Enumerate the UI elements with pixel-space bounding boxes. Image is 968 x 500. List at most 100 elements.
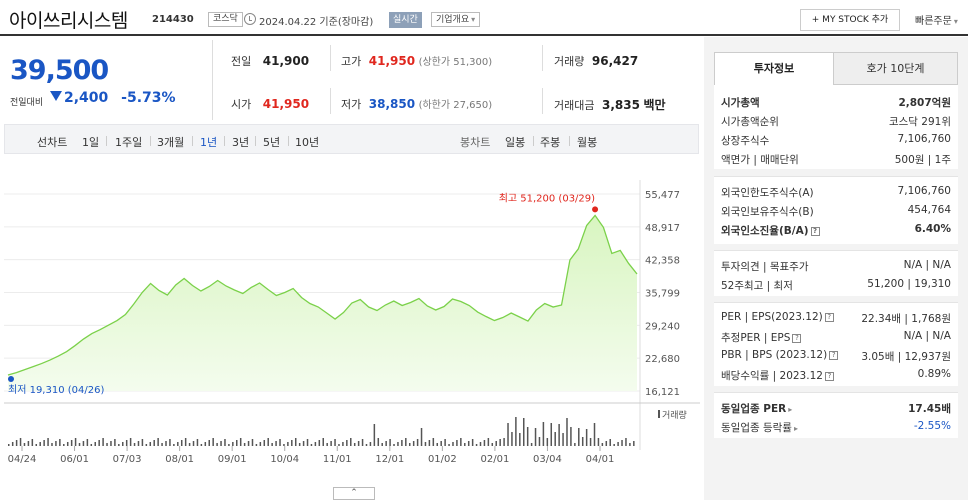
x-tick-label: 12/01 <box>375 454 404 465</box>
add-my-stock-button[interactable]: + MY STOCK 추가 <box>800 9 900 31</box>
trade-amount: 거래대금 3,835 백만 <box>554 98 666 112</box>
collapse-chart-button[interactable]: ⌃ <box>333 487 375 500</box>
x-tick-label: 09/01 <box>218 454 247 465</box>
period-3m[interactable]: 3개월 <box>157 136 185 149</box>
market-cap-card: 시가총액 2,807억원 시가총액순위 코스닥 291위 상장주식수 7,106,76… <box>714 85 958 169</box>
y-tick-label: 55,477 <box>645 190 680 201</box>
volume-bar <box>322 438 324 446</box>
volume-bar <box>208 440 210 446</box>
volume-bar <box>330 441 332 446</box>
volume-bar <box>515 417 517 446</box>
y-tick-label: 22,680 <box>645 354 680 365</box>
divider <box>224 136 225 146</box>
volume-bar <box>149 442 152 446</box>
y-tick-label: 48,917 <box>645 223 680 234</box>
help-icon[interactable]: ? <box>824 313 834 322</box>
volume-bar <box>27 441 30 446</box>
stock-name: 아이쓰리시스템 <box>9 10 128 32</box>
realtime-tag[interactable]: 실시간 <box>389 12 422 28</box>
divider <box>569 136 570 146</box>
volume-bar <box>377 438 380 446</box>
period-10y[interactable]: 10년 <box>295 136 320 149</box>
tab-invest-info[interactable]: 투자정보 <box>714 52 834 85</box>
period-1d[interactable]: 1일 <box>82 136 100 149</box>
divider <box>212 40 213 120</box>
volume-bar <box>228 444 230 446</box>
help-icon[interactable]: ? <box>810 227 820 236</box>
investment-info-panel: 투자정보 호가 10단계 시가총액 2,807억원 시가총액순위 코스닥 291위 … <box>704 37 968 500</box>
help-icon[interactable]: ? <box>829 351 839 360</box>
quick-order-link[interactable]: 빠른주문 ▾ <box>915 16 958 27</box>
volume-bar <box>621 440 623 446</box>
period-1y[interactable]: 1년 <box>200 136 218 149</box>
candle-monthly[interactable]: 월봉 <box>577 136 598 149</box>
volume-bar <box>393 444 395 446</box>
volume-bar <box>51 443 53 446</box>
y-tick-label: 35,799 <box>645 289 680 300</box>
divider <box>542 88 543 114</box>
volume-bar <box>483 440 486 446</box>
volume-bar <box>585 429 588 446</box>
volume-bar <box>554 432 556 446</box>
volume-bar <box>581 437 584 446</box>
volume-bar <box>133 443 136 446</box>
volume-bar <box>526 427 529 446</box>
period-5y[interactable]: 5년 <box>263 136 281 149</box>
volume-bar <box>471 439 474 446</box>
help-icon[interactable]: ? <box>792 334 802 343</box>
volume-bar <box>267 438 269 446</box>
volume-bar <box>66 442 69 446</box>
volume-bar <box>294 438 297 446</box>
divider <box>330 45 331 71</box>
period-1w[interactable]: 1주일 <box>115 136 143 149</box>
change-label: 전일대비 <box>10 98 44 108</box>
chevron-right-icon[interactable]: ▸ <box>788 405 793 414</box>
volume-bar <box>291 440 293 446</box>
market-tag: 코스닥 <box>208 12 243 27</box>
volume-bar <box>613 444 615 446</box>
volume-bar <box>212 438 214 446</box>
price-area <box>8 215 637 391</box>
volume-bar <box>255 444 258 446</box>
open-price: 시가 41,950 <box>231 97 310 111</box>
volume-bar <box>161 443 163 446</box>
chart-period-bar: 선차트 1일 1주일 3개월 1년 3년 5년 10년 봉차트 일봉 주봉 월봉 <box>4 124 699 154</box>
volume-bar <box>224 439 226 446</box>
price-chart[interactable]: 55,477 48,917 42,358 35,799 29,240 22,680 16,1… <box>0 160 700 500</box>
volume-bar <box>70 440 73 446</box>
volume-bar <box>31 439 34 446</box>
candle-daily[interactable]: 일봉 <box>505 136 526 149</box>
volume-bar <box>357 441 360 446</box>
volume-bar <box>440 441 442 446</box>
volume-bar <box>55 441 57 446</box>
volume-bar <box>90 444 93 446</box>
volume-bar <box>188 443 191 446</box>
company-overview-dropdown[interactable]: 기업개요 ▾ <box>431 12 481 27</box>
candle-weekly[interactable]: 주봉 <box>540 136 561 149</box>
help-icon[interactable]: ? <box>824 372 834 381</box>
volume-bar <box>633 441 635 446</box>
divider <box>150 136 151 146</box>
volume-bar <box>137 441 140 446</box>
current-price: 39,500 <box>10 55 109 86</box>
volume-bar <box>334 439 336 446</box>
volume-bar <box>460 438 462 446</box>
divider <box>288 136 289 146</box>
volume-bar <box>275 441 277 446</box>
x-tick-label: 04/01 <box>586 454 615 465</box>
divider <box>255 136 256 146</box>
volume-bar <box>98 440 100 446</box>
volume-bar <box>165 441 167 446</box>
volume-bar <box>169 439 171 446</box>
volume: 거래량 96,427 <box>554 54 639 68</box>
volume-bar <box>184 438 187 446</box>
volume-bar <box>141 439 144 446</box>
chevron-right-icon[interactable]: ▸ <box>793 424 798 433</box>
period-3y[interactable]: 3년 <box>232 136 250 149</box>
volume-bar <box>173 444 175 446</box>
volume-bar <box>200 444 203 446</box>
volume-bar <box>605 441 608 446</box>
volume-bar <box>251 439 254 446</box>
volume-bar <box>479 442 482 446</box>
tab-quote-10[interactable]: 호가 10단계 <box>833 52 958 85</box>
